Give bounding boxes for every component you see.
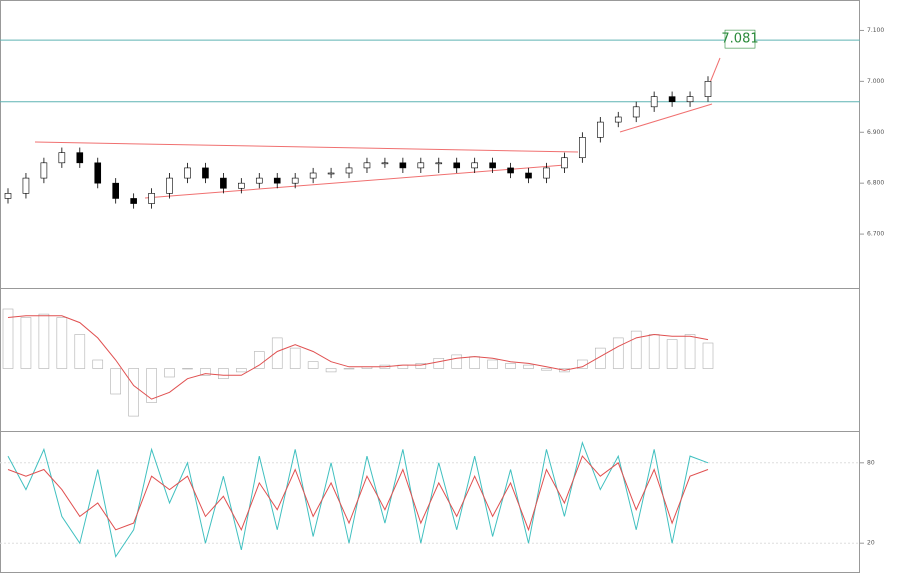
y-tick-label: 20 — [867, 540, 875, 547]
histogram-bar — [612, 337, 624, 369]
candle-body — [417, 162, 425, 169]
candle-body — [650, 96, 658, 108]
histogram-bar — [595, 347, 606, 369]
candle-body — [148, 193, 155, 204]
candle-body — [58, 152, 66, 164]
histogram-bar — [684, 334, 696, 369]
histogram-bar — [38, 313, 50, 369]
histogram-bar — [128, 368, 139, 417]
candle-body — [130, 198, 137, 204]
candle-body — [381, 162, 389, 165]
histogram-bar — [343, 368, 355, 370]
candle-body — [4, 193, 12, 199]
y-tick-label: 6.700 — [867, 231, 884, 238]
histogram-bar — [56, 317, 68, 369]
candle-body — [184, 167, 191, 179]
histogram-bar — [666, 339, 678, 369]
candle-body — [579, 137, 586, 159]
histogram-bar — [487, 359, 498, 369]
histogram-bar — [236, 368, 247, 373]
candle-body — [668, 96, 676, 103]
histogram-bar — [702, 342, 714, 369]
annotation-box — [724, 29, 756, 49]
histogram-bar — [433, 357, 445, 369]
candle-body — [614, 116, 622, 123]
histogram-bar — [164, 368, 175, 378]
candle-body — [220, 177, 227, 189]
candle-body — [543, 167, 550, 179]
candle-body — [597, 121, 604, 138]
trend-line — [34, 141, 579, 153]
stochastic-line — [7, 455, 709, 532]
histogram-bar — [523, 364, 534, 369]
histogram-bar — [110, 368, 121, 395]
histogram-bar — [20, 317, 32, 369]
annotation: 7.081 — [721, 32, 758, 47]
candle-body — [399, 162, 407, 169]
candle-body — [202, 167, 209, 179]
candle-body — [561, 157, 568, 169]
candle-body — [40, 162, 48, 179]
histogram-bar — [271, 337, 283, 369]
histogram-bar — [630, 330, 642, 369]
frame — [0, 0, 860, 573]
y-tick-label: 6.800 — [867, 180, 884, 187]
candle-body — [112, 182, 119, 199]
y-tick-label: 80 — [867, 459, 875, 466]
histogram-bar — [253, 351, 265, 369]
histogram-bar — [200, 368, 211, 376]
candle-body — [327, 172, 335, 175]
candle-body — [686, 96, 694, 103]
histogram-bar — [505, 363, 516, 369]
histogram-bar — [2, 308, 14, 369]
candle-body — [94, 162, 102, 184]
histogram-bar — [289, 347, 301, 369]
trend-line — [619, 103, 713, 133]
histogram-bar — [146, 368, 157, 403]
candle-body — [435, 162, 443, 165]
histogram-bar — [415, 363, 427, 369]
candle-body — [273, 177, 281, 184]
histogram-bar — [325, 368, 337, 373]
y-tick-label: 7.000 — [867, 78, 884, 85]
signal-line — [7, 315, 709, 400]
histogram-bar — [182, 368, 193, 370]
candle-body — [166, 177, 173, 194]
histogram-bar — [451, 354, 463, 369]
histogram-bar — [92, 359, 104, 369]
candle-body — [309, 172, 317, 179]
histogram-bar — [218, 368, 229, 379]
candle-body — [489, 162, 496, 169]
candle-body — [76, 152, 84, 164]
candle-body — [255, 177, 263, 184]
histogram-bar — [74, 334, 86, 369]
histogram-bar — [559, 368, 570, 373]
histogram-bar — [648, 334, 660, 369]
candle-body — [704, 81, 712, 97]
candle-body — [507, 167, 514, 174]
candle-body — [345, 167, 353, 174]
candle-body — [22, 177, 30, 194]
y-tick-label: 7.100 — [867, 27, 884, 34]
candle-body — [471, 162, 478, 169]
histogram-bar — [541, 368, 552, 371]
candle-body — [291, 177, 299, 184]
y-tick-label: 6.900 — [867, 129, 884, 136]
candle-body — [453, 162, 461, 169]
candle-body — [525, 172, 532, 179]
histogram-bar — [307, 361, 319, 369]
candle-body — [632, 106, 640, 118]
candle-body — [238, 182, 245, 189]
trend-line — [144, 164, 566, 199]
candle-body — [363, 162, 371, 169]
histogram-bar — [469, 356, 480, 369]
